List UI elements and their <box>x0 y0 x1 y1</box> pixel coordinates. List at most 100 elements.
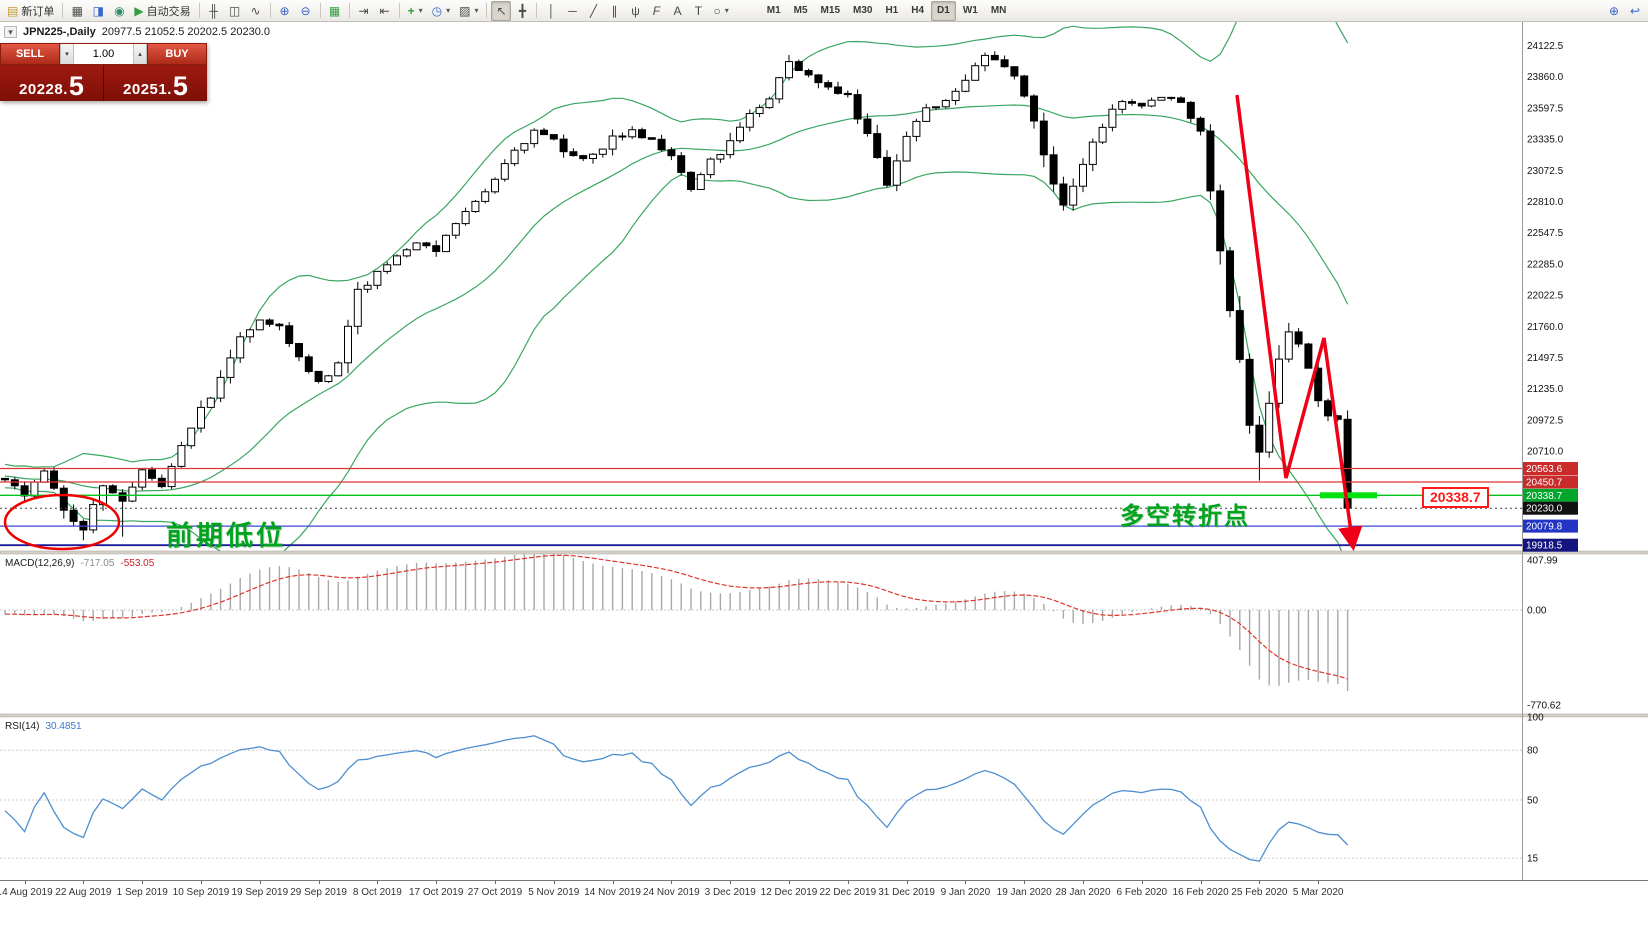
price-scale-label: 23860.0 <box>1527 72 1564 83</box>
chart-shift-button[interactable]: ⇤ <box>375 1 395 21</box>
price-badge-label: 20338.7 <box>1526 491 1563 502</box>
new-order-icon: ▤ <box>7 3 19 18</box>
time-axis-label: 6 Feb 2020 <box>1116 887 1168 898</box>
timeframe-m30-button[interactable]: M30 <box>853 5 873 16</box>
macd-indicator-label: MACD(12,26,9) -717.05 -553.05 <box>5 558 154 569</box>
line-chart-button[interactable]: ∿ <box>246 1 266 21</box>
prev-low-ellipse[interactable] <box>3 493 121 551</box>
crosshair-button[interactable]: ╋ <box>512 1 532 21</box>
timeframe-mn-button[interactable]: MN <box>990 5 1007 16</box>
dropdown-arrow-icon: ▾ <box>418 6 423 15</box>
rsi-scale-label: 50 <box>1527 795 1539 806</box>
timeframe-h4-button[interactable]: H4 <box>911 5 925 16</box>
time-axis-tick <box>142 881 144 884</box>
text-label-button[interactable]: T <box>688 1 708 21</box>
bollinger-lower-band <box>4 171 1343 551</box>
volume-increase-button[interactable]: ▴ <box>133 44 147 64</box>
panel-separator[interactable] <box>0 550 1648 555</box>
volume-input[interactable] <box>74 44 133 64</box>
time-axis-label: 24 Nov 2019 <box>643 887 700 898</box>
text-tool-button[interactable]: A <box>667 1 687 21</box>
history-center-button[interactable]: ◉ <box>109 1 129 21</box>
time-axis-tick <box>906 881 908 884</box>
sell-button[interactable]: SELL <box>0 43 60 65</box>
volume-decrease-button[interactable]: ▾ <box>60 44 74 64</box>
toolbar-separator <box>319 3 321 18</box>
autoscroll-button[interactable]: ⇥ <box>354 1 374 21</box>
dropdown-arrow-icon: ▾ <box>474 6 479 15</box>
time-axis-label: 31 Dec 2019 <box>878 887 935 898</box>
time-axis-label: 22 Aug 2019 <box>55 887 112 898</box>
level-highlight-marker[interactable] <box>1320 492 1377 499</box>
chart-windows-button[interactable]: ▦ <box>67 1 87 21</box>
horizontal-line-button[interactable]: ─ <box>562 1 582 21</box>
vertical-line-button[interactable]: │ <box>541 1 561 21</box>
add-indicator-button[interactable]: + ▾ <box>404 1 427 21</box>
autotrading-button[interactable]: ▶ 自动交易 <box>130 1 194 21</box>
text-label-icon: T <box>694 3 703 18</box>
toolbar-separator <box>486 3 488 18</box>
timeframe-m1-button[interactable]: M1 <box>766 5 781 16</box>
buy-price-pip: 5 <box>172 71 188 102</box>
trendline-icon: ╱ <box>589 3 598 18</box>
price-scale-label: 22810.0 <box>1527 197 1564 208</box>
toolbar-separator <box>198 3 200 18</box>
dropdown-arrow-icon: ▾ <box>446 6 451 15</box>
timeframe-m5-button[interactable]: M5 <box>793 5 808 16</box>
cursor-button[interactable]: ↖ <box>491 0 512 21</box>
price-scale[interactable]: 24122.5 23860.0 23597.5 23335.0 23072.5 22810… <box>1523 41 1578 552</box>
shapes-button[interactable]: ○ ▾ <box>709 1 732 21</box>
timeframe-w1-button[interactable]: W1 <box>962 5 978 16</box>
price-badge-label: 20563.6 <box>1526 464 1563 475</box>
pitchfork-icon: ψ <box>631 3 640 18</box>
annotation-price-tag[interactable]: 20338.7 <box>1422 487 1489 508</box>
panel-separator[interactable] <box>0 713 1648 718</box>
crash-arrow[interactable] <box>1235 94 1363 551</box>
time-axis-label: 14 Nov 2019 <box>584 887 641 898</box>
zoom-in-icon: ⊕ <box>279 3 290 18</box>
zoom-in-button[interactable]: ⊕ <box>275 1 295 21</box>
time-axis-tick <box>24 881 26 884</box>
profiles-button[interactable]: ◨ <box>88 1 108 21</box>
candlestick-chart-button[interactable]: ◫ <box>225 1 245 21</box>
buy-button[interactable]: BUY <box>147 43 207 65</box>
tile-windows-button[interactable]: ▦ <box>325 1 345 21</box>
rsi-indicator-label: RSI(14) 30.4851 <box>5 721 82 732</box>
toolbar-separator <box>348 3 350 18</box>
one-click-collapse-icon[interactable]: ▾ <box>4 26 17 38</box>
time-axis-label: 19 Sep 2019 <box>231 887 289 898</box>
time-axis-tick <box>1200 881 1202 884</box>
dropdown-arrow-icon: ▾ <box>724 6 729 15</box>
collapse-toolbar-button[interactable]: ↩ <box>1625 1 1645 21</box>
main-toolbar: ▤ 新订单 ▦ ◨ ◉ ▶ 自动交易 ╫ ◫ ∿ ⊕ ⊖ ▦ ⇥ ⇤ + ▾ ◷ ▾… <box>0 0 1648 22</box>
symbol-name: JPN225-,Daily <box>23 26 96 38</box>
price-badge-label: 20230.0 <box>1526 504 1563 515</box>
fibonacci-button[interactable]: F <box>646 1 666 21</box>
timeframe-d1-button[interactable]: D1 <box>931 0 956 21</box>
time-axis[interactable]: 14 Aug 2019 22 Aug 2019 1 Sep 2019 10 Sep 2… <box>0 880 1648 901</box>
bar-chart-button[interactable]: ╫ <box>204 1 224 21</box>
timeframe-m15-button[interactable]: M15 <box>820 5 840 16</box>
zoom-search-button[interactable]: ⊕ <box>1604 1 1624 21</box>
price-badge-19918.5 <box>1523 538 1578 552</box>
zoom-out-icon: ⊖ <box>300 3 311 18</box>
rsi-title: RSI(14) <box>5 721 40 732</box>
time-axis-tick <box>259 881 261 884</box>
autotrading-play-icon: ▶ <box>134 3 144 18</box>
buy-price-main: 20251. <box>123 80 172 98</box>
timeframe-h1-button[interactable]: H1 <box>885 5 899 16</box>
buy-price-display[interactable]: 20251. 5 <box>103 65 207 101</box>
collapse-icon: ↩ <box>1629 3 1641 18</box>
periods-button[interactable]: ◷ ▾ <box>428 1 455 21</box>
new-order-label: 新订单 <box>21 5 55 18</box>
channel-button[interactable]: ∥ <box>604 1 624 21</box>
toolbar-separator <box>269 3 271 18</box>
pitchfork-button[interactable]: ψ <box>625 1 645 21</box>
new-order-button[interactable]: ▤ 新订单 <box>3 1 58 21</box>
price-scale-label: 23597.5 <box>1527 103 1564 114</box>
zoom-out-button[interactable]: ⊖ <box>296 1 316 21</box>
sell-price-display[interactable]: 20228. 5 <box>0 65 103 101</box>
chart-canvas[interactable]: 24122.5 23860.0 23597.5 23335.0 23072.5 22810… <box>0 22 1648 880</box>
templates-button[interactable]: ▨ ▾ <box>455 1 482 21</box>
trendline-button[interactable]: ╱ <box>583 1 603 21</box>
